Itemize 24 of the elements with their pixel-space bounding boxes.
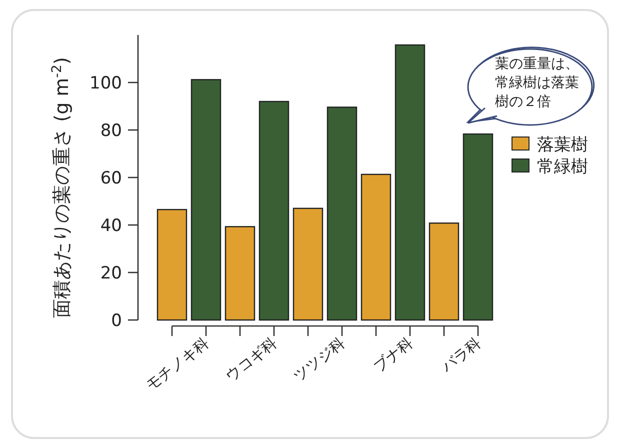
bar [258, 100, 290, 321]
x-tick-label: ブナ科 [370, 334, 416, 376]
y-tick-label: 60 [100, 168, 122, 188]
bar [156, 208, 188, 321]
y-tick-label: 40 [100, 216, 122, 236]
y-tick-label: 80 [100, 121, 122, 141]
y-tick-label: 0 [111, 311, 122, 331]
x-tick-label: ツツジ科 [290, 334, 348, 386]
legend-label: 常緑樹 [537, 157, 588, 177]
bar [360, 174, 392, 321]
bar [394, 44, 426, 321]
x-tick-label: ウコギ科 [222, 334, 280, 386]
bar [292, 208, 324, 321]
y-tick-label: 20 [100, 264, 122, 284]
bar [428, 222, 460, 321]
legend-label: 落葉樹 [537, 135, 588, 155]
bar [462, 133, 494, 321]
bar [190, 79, 222, 321]
annotation: 葉の重量は、常緑樹は落葉樹の２倍 [495, 56, 579, 110]
x-tick-label: バラ科 [437, 334, 484, 376]
bar [224, 226, 256, 321]
y-tick-label: 100 [90, 74, 122, 94]
x-tick-label: モチノキ科 [142, 334, 212, 394]
bar [326, 106, 358, 321]
